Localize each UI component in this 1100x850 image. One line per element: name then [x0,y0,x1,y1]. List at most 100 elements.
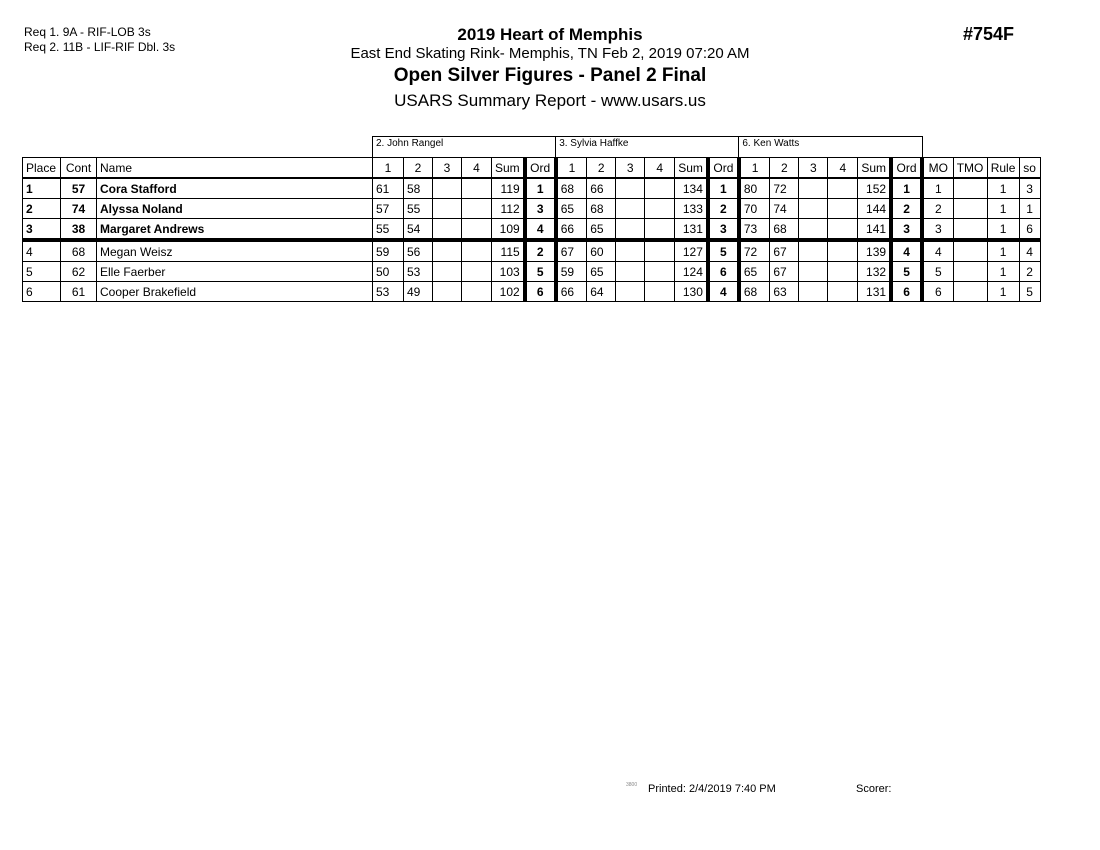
score-cell: 55 [372,218,404,242]
sum-cell: 103 [490,261,526,282]
name-cell: Megan Weisz [96,239,373,262]
cont-cell: 38 [60,218,97,242]
score-cell [432,198,462,219]
score-cell [644,261,676,282]
score-cell: 64 [586,281,617,302]
so-cell: 5 [1018,281,1041,302]
score-cell [615,261,646,282]
place-cell: 5 [22,261,61,282]
event-title: 2019 Heart of Memphis [457,25,643,44]
sum-cell: 131 [674,218,709,242]
ord-cell: 4 [705,281,740,302]
score-cell [798,198,829,219]
header-place: Place [22,157,61,179]
score-cell [827,198,859,219]
score-cell: 68 [736,281,771,302]
table-row: 6 61 Cooper Brakefield 53 49 102 6 66 64 130 4 68 63… [22,281,1041,302]
tmo-cell [952,239,988,262]
score-cell: 70 [736,198,771,219]
rule-cell: 1 [986,281,1020,302]
score-cell: 49 [403,281,433,302]
sum-cell: 132 [857,261,892,282]
score-cell [615,218,646,242]
score-cell: 57 [372,198,404,219]
score-cell [798,239,829,262]
score-cell: 59 [372,239,404,262]
score-cell [461,177,492,199]
tmo-cell [952,261,988,282]
ord-cell: 4 [889,239,923,262]
judge-header-row: 2. John Rangel 3. Sylvia Haffke 6. Ken Wat… [23,136,1041,158]
header-tmo: TMO [952,157,988,179]
scorer-label: Scorer: [856,783,892,795]
judge-name: 3. Sylvia Haffke [555,136,740,158]
table-row: 4 68 Megan Weisz 59 56 115 2 67 60 127 5 72 67 139 4 4 1… [22,239,1041,262]
score-cell: 53 [403,261,433,282]
header-sum: Sum [674,157,709,179]
version-label: 3800 [626,782,638,788]
ord-cell: 5 [705,239,740,262]
score-cell: 68 [586,198,617,219]
name-cell: Cora Stafford [96,177,373,199]
tmo-cell [952,218,988,242]
cont-cell: 61 [60,281,97,302]
score-cell: 80 [736,177,771,199]
sum-cell: 115 [490,239,526,262]
rule-cell: 1 [986,177,1020,199]
score-cell: 63 [769,281,800,302]
score-cell [827,281,859,302]
header-score: 1 [372,157,404,179]
place-cell: 1 [22,177,61,199]
score-cell [432,261,462,282]
score-cell: 67 [769,261,800,282]
ord-cell: 3 [705,218,740,242]
cont-cell: 57 [60,177,97,199]
name-cell: Elle Faerber [96,261,373,282]
sum-cell: 109 [490,218,526,242]
score-cell: 58 [403,177,433,199]
so-cell: 2 [1018,261,1041,282]
header-so: so [1018,157,1041,179]
sum-cell: 124 [674,261,709,282]
header-sum: Sum [857,157,892,179]
sum-cell: 130 [674,281,709,302]
column-header-row: Place Cont Name 1 2 3 4 Sum Ord 1 2 3 4 Sum Ord 1 2 3 4 Sum… [22,157,1041,179]
score-cell: 61 [372,177,404,199]
ord-cell: 2 [889,198,923,219]
header-score: 1 [553,157,588,179]
so-cell: 3 [1018,177,1041,199]
score-cell: 65 [586,261,617,282]
header-score: 3 [432,157,462,179]
rule-cell: 1 [986,198,1020,219]
score-cell [644,239,676,262]
score-cell [461,239,492,262]
header-score: 2 [586,157,617,179]
rule-cell: 1 [986,261,1020,282]
sum-cell: 102 [490,281,526,302]
sum-cell: 112 [490,198,526,219]
score-cell [798,177,829,199]
rule-cell: 1 [986,218,1020,242]
requirement-1: Req 1. 9A - RIF-LOB 3s [24,25,151,39]
header-name: Name [96,157,373,179]
sum-cell: 127 [674,239,709,262]
score-cell: 67 [769,239,800,262]
requirement-2: Req 2. 11B - LIF-RIF Dbl. 3s [24,40,176,54]
results-table: 2. John Rangel 3. Sylvia Haffke 6. Ken Wat… [22,136,1041,302]
table-row: 5 62 Elle Faerber 50 53 103 5 59 65 124 6 65 67 132 5 5… [22,261,1041,282]
sum-cell: 131 [857,281,892,302]
so-cell: 1 [1018,198,1041,219]
score-cell: 65 [736,261,771,282]
score-cell [827,218,859,242]
header-score: 4 [644,157,676,179]
sum-cell: 134 [674,177,709,199]
mo-cell: 6 [920,281,954,302]
spacer [23,137,373,158]
score-cell [827,239,859,262]
header-score: 4 [461,157,492,179]
score-cell: 50 [372,261,404,282]
score-cell: 59 [553,261,588,282]
ord-cell: 5 [522,261,557,282]
score-cell: 56 [403,239,433,262]
score-cell [432,218,462,242]
